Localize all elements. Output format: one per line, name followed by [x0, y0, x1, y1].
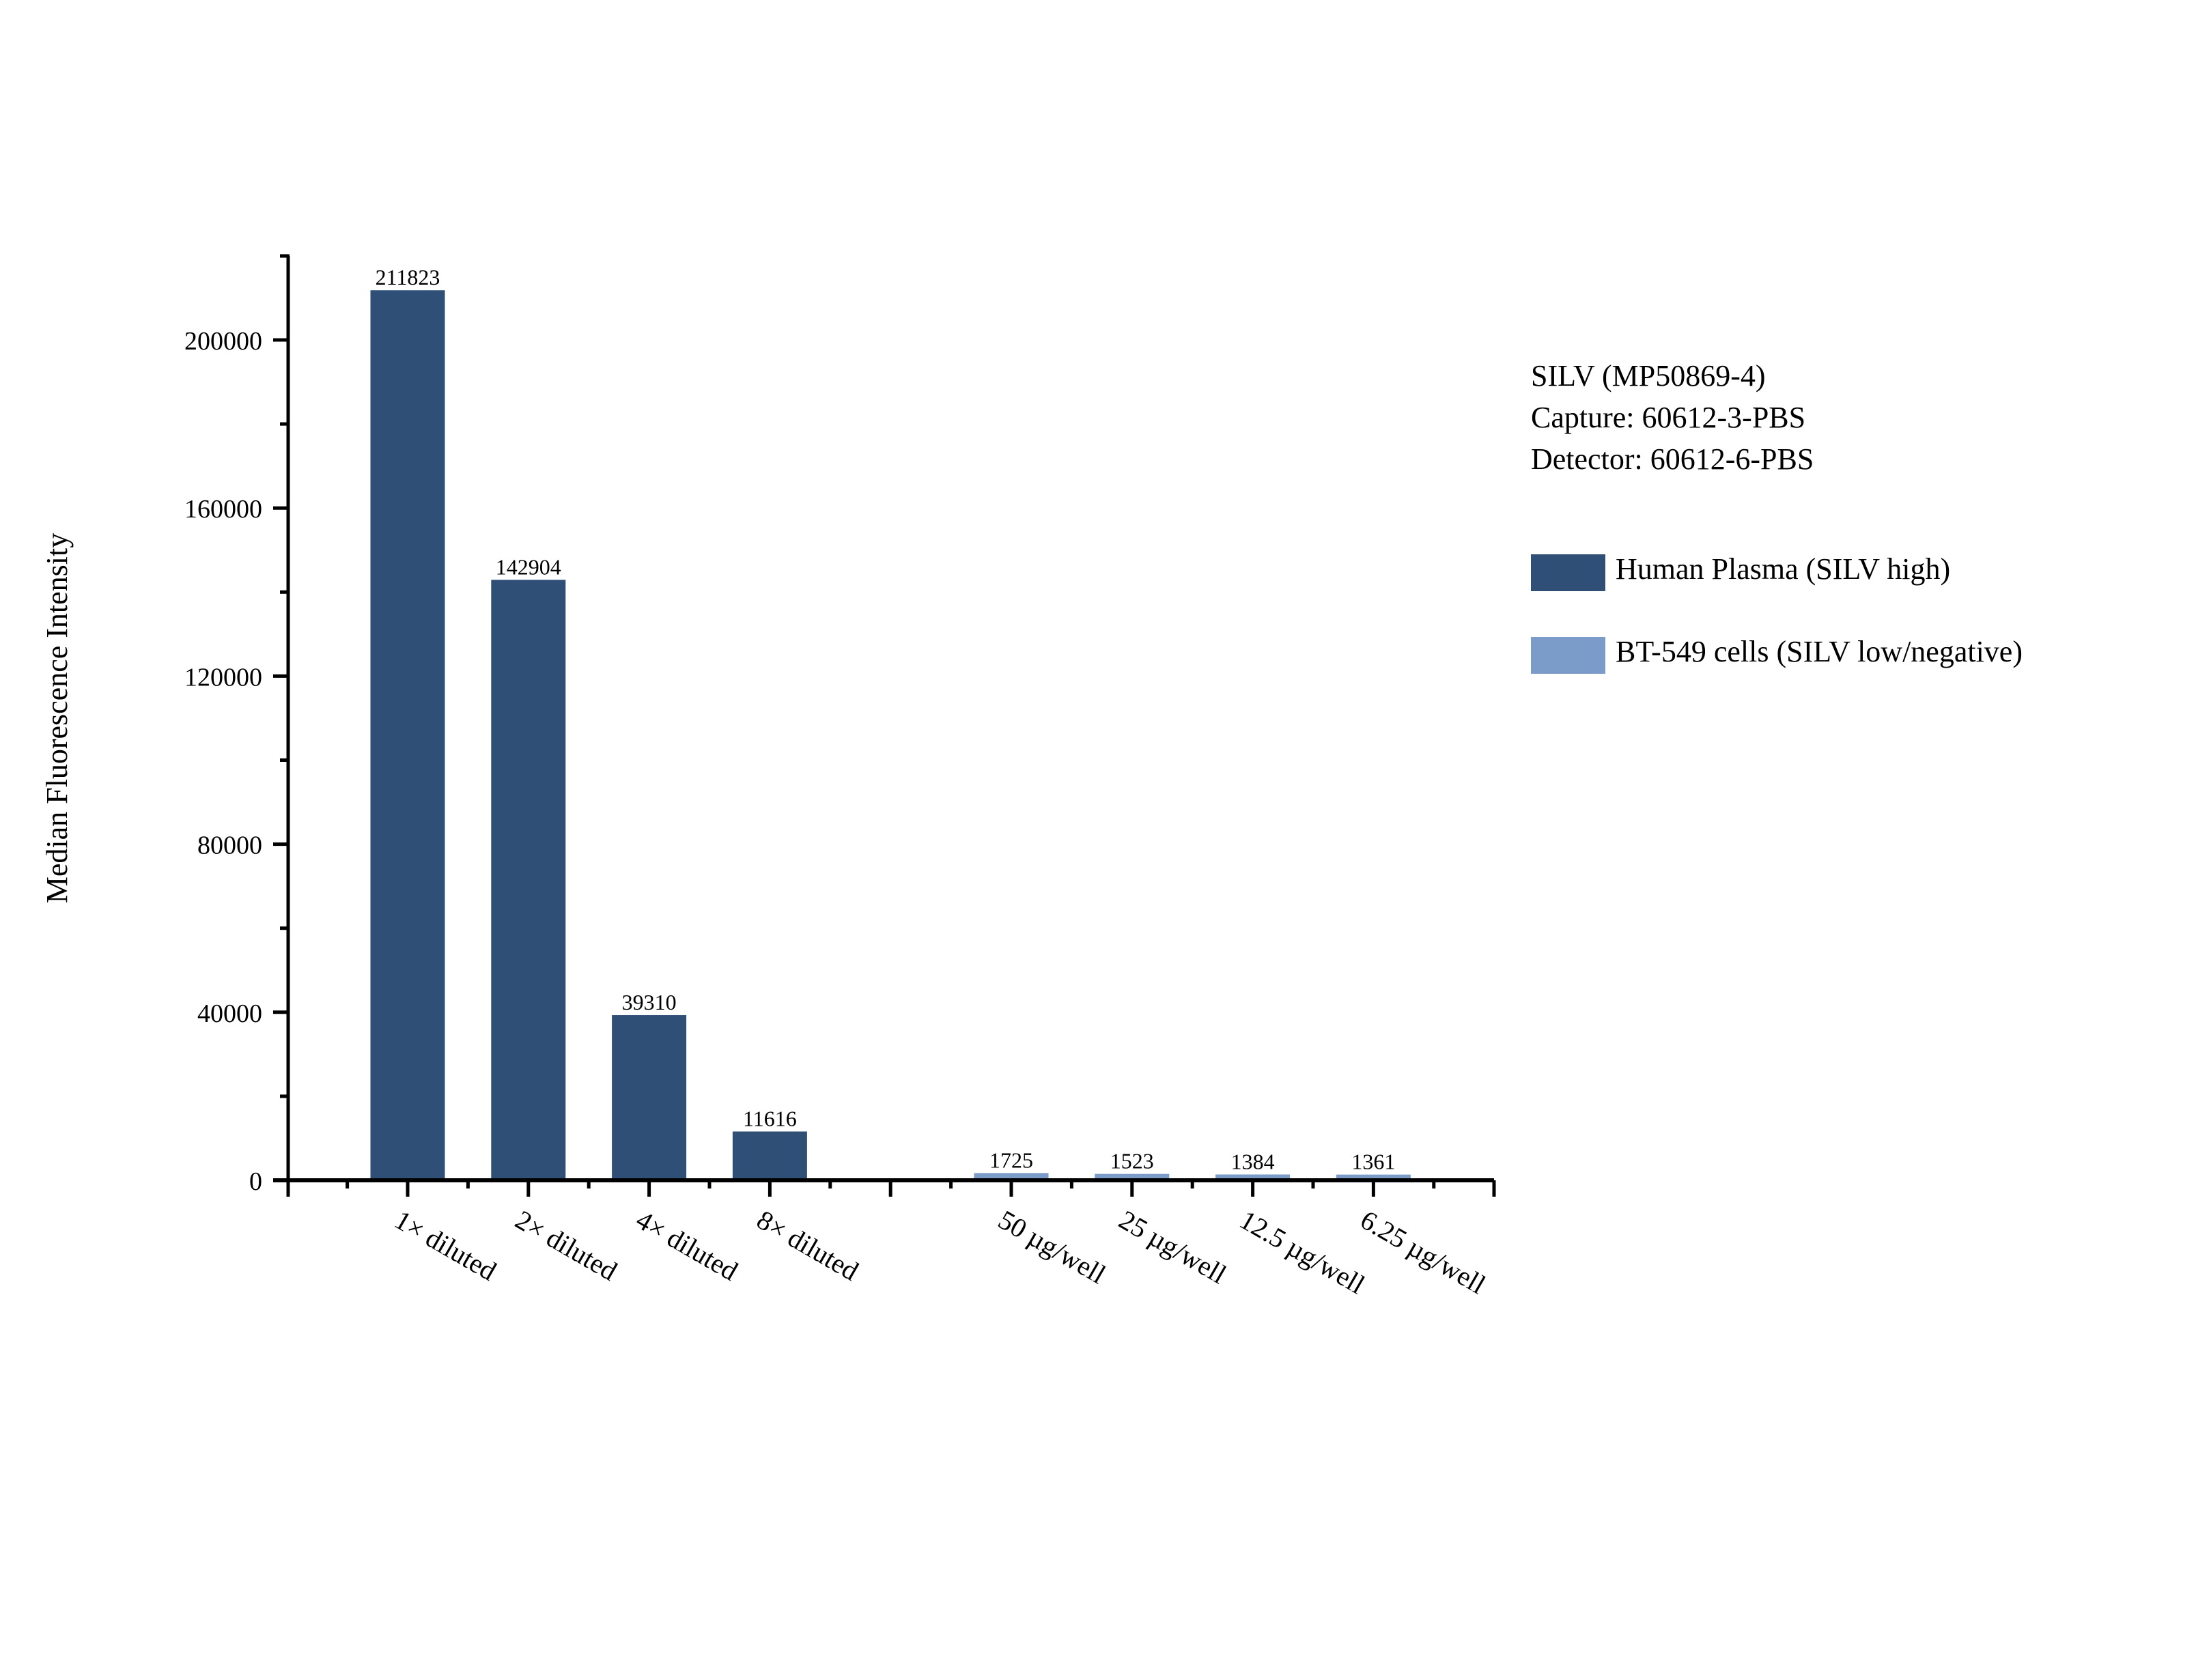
x-tick-label: 4× diluted	[631, 1204, 743, 1287]
legend-swatch-light-blue	[1531, 637, 1605, 674]
x-tick-label: 12.5 µg/well	[1235, 1204, 1370, 1300]
bar-value-label: 142904	[496, 554, 561, 579]
x-axis: 1× diluted 2× diluted 4× diluted 8× diluted…	[273, 1178, 1496, 1300]
legend: SILV (MP50869-4) Capture: 60612-3-PBS De…	[1531, 355, 2023, 674]
legend-title-capture: Capture: 60612-3-PBS	[1531, 401, 1806, 434]
bar-value-label: 1725	[989, 1148, 1033, 1172]
bar	[370, 290, 445, 1180]
x-tick-label: 50 µg/well	[994, 1204, 1111, 1290]
legend-title-detector: Detector: 60612-6-PBS	[1531, 442, 1814, 476]
data-labels-group: 211823 142904 39310 11616 1725 1523 1384 1361	[376, 265, 1396, 1173]
bar-value-label: 39310	[622, 990, 677, 1014]
legend-swatch-dark-blue	[1531, 554, 1605, 591]
legend-label: BT-549 cells (SILV low/negative)	[1616, 635, 2023, 668]
bar-value-label: 11616	[743, 1107, 797, 1131]
y-tick-label: 40000	[197, 999, 262, 1028]
x-tick-label: 6.25 µg/well	[1355, 1204, 1491, 1300]
y-tick-label: 120000	[184, 663, 262, 692]
y-tick-label: 0	[249, 1167, 262, 1196]
x-tick-label: 25 µg/well	[1114, 1204, 1231, 1290]
y-tick-label: 200000	[184, 327, 262, 356]
legend-label: Human Plasma (SILV high)	[1616, 552, 1951, 586]
bar-value-label: 1361	[1351, 1150, 1395, 1174]
bar-value-label: 1384	[1231, 1149, 1275, 1173]
bar	[491, 580, 566, 1180]
bar	[732, 1131, 807, 1180]
bar	[974, 1173, 1049, 1180]
bar-value-label: 1523	[1110, 1149, 1154, 1173]
legend-title-antibody: SILV (MP50869-4)	[1531, 359, 1766, 393]
bars-group	[370, 290, 1411, 1180]
y-tick-label: 160000	[184, 495, 262, 524]
y-axis-label: Median Fluorescence Intensity	[40, 533, 74, 904]
x-tick-label: 1× diluted	[390, 1204, 502, 1287]
bar	[1095, 1173, 1170, 1180]
y-tick-label: 80000	[197, 831, 262, 860]
bar	[1215, 1174, 1291, 1180]
bar	[1336, 1174, 1411, 1180]
x-tick-label: 2× diluted	[510, 1204, 622, 1287]
x-tick-label: 8× diluted	[752, 1204, 864, 1287]
bar-value-label: 211823	[376, 265, 440, 289]
bar	[612, 1015, 687, 1180]
y-axis: 0 40000 80000 120000 160000 200000	[184, 254, 290, 1196]
